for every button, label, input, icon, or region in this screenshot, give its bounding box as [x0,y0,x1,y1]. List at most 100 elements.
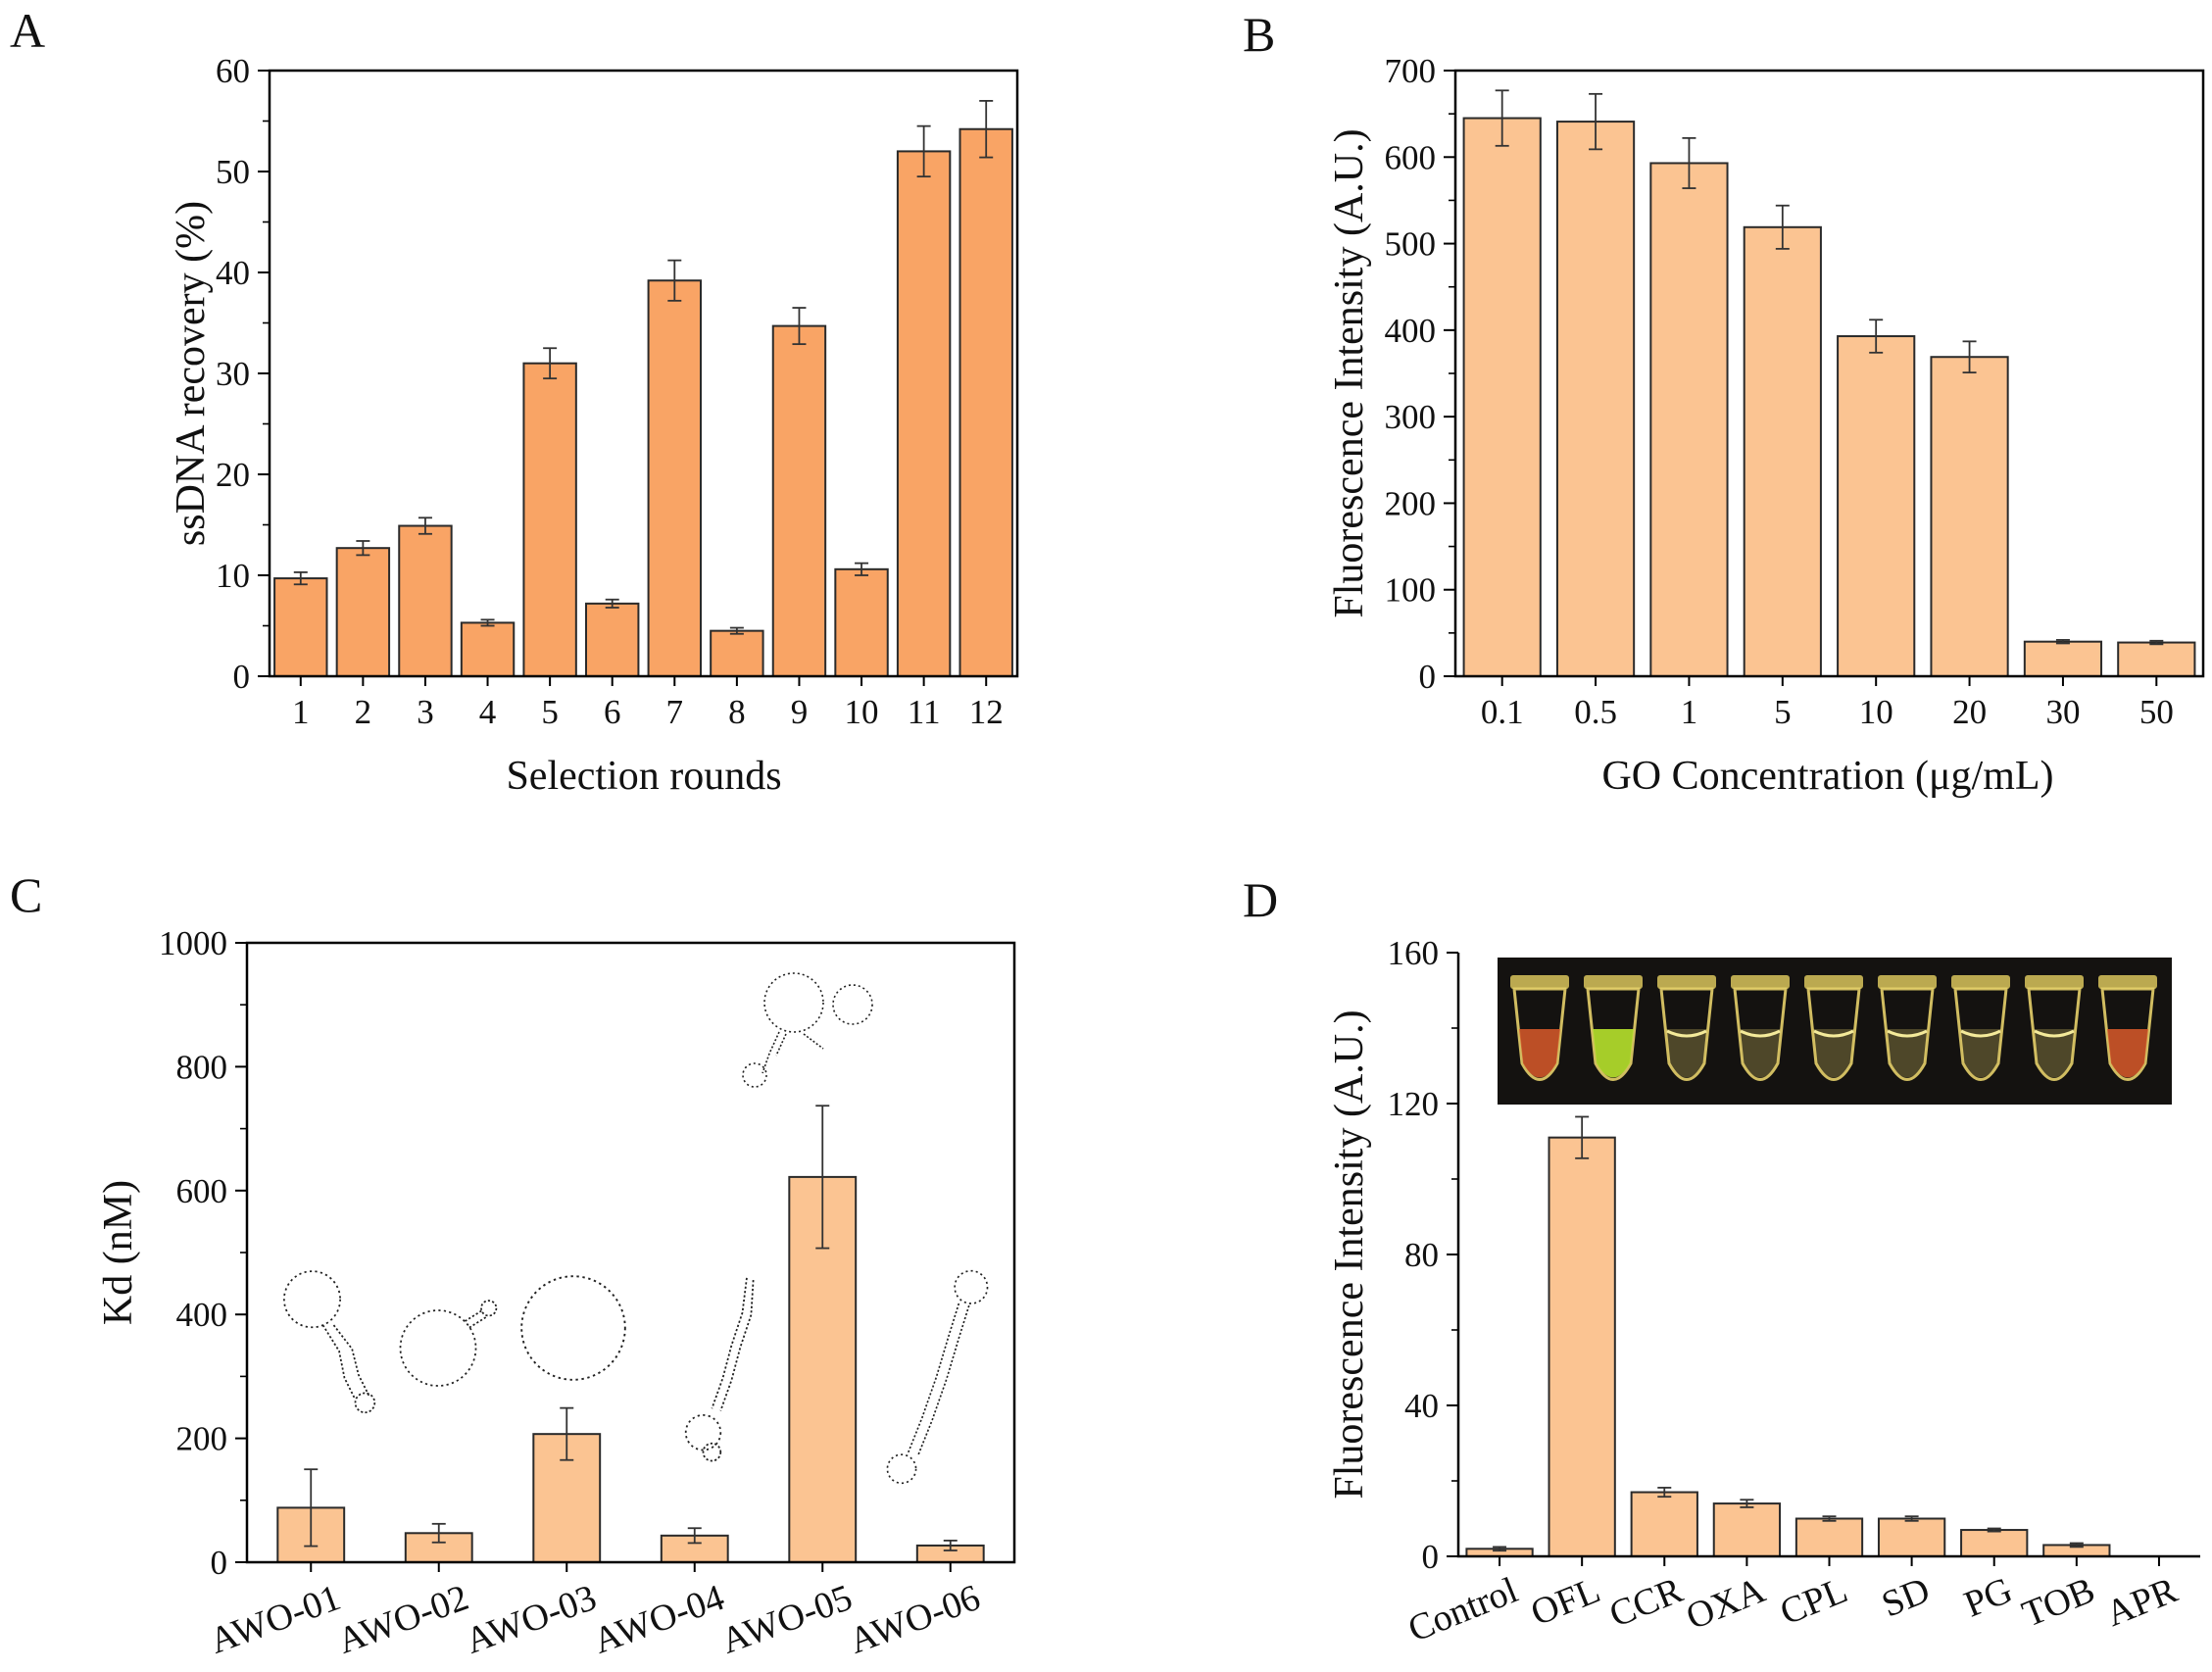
y-axis-title-d: Fluorescence Intensity (A.U.) [1327,1009,1372,1499]
bar-a-8 [710,629,764,678]
structure-sketch-awo-03 [520,1275,626,1381]
tube-7 [1951,975,2010,1081]
error-bar-a-5 [543,347,558,380]
category-label-d-5: SD [1876,1569,1936,1625]
ytick-label-d-2: 80 [1404,1236,1439,1274]
tube-6 [1878,975,1937,1081]
category-label-b-6: 30 [2045,693,2080,731]
error-bar-d-2 [1575,1115,1590,1159]
ytick-label-a-0: 0 [233,658,251,696]
category-label-c-4: AWO-05 [716,1577,858,1662]
category-label-d-0: Control [1402,1569,1523,1649]
error-bar-b-5 [1869,319,1884,354]
bar-a-9 [771,324,827,677]
error-bar-b-6 [1962,340,1977,374]
bar-d-5 [1794,1517,1864,1557]
category-label-a-4: 5 [541,693,559,731]
bar-d-7 [1960,1529,2029,1558]
bar-b-4 [1743,225,1822,677]
category-label-d-8: APR [2100,1569,2184,1635]
error-bar-b-4 [1775,204,1790,250]
bar-b-8 [2117,641,2196,677]
category-label-d-1: OFL [1525,1569,1605,1634]
ytick-label-b-0: 0 [1419,658,1437,696]
ytick-label-b-3: 300 [1385,398,1437,436]
ytick-label-b-6: 600 [1385,138,1437,176]
tube-2 [1584,975,1643,1081]
y-axis-title-b: Fluorescence Intensity (A.U.) [1327,128,1372,617]
bar-a-1 [273,577,328,678]
y-axis-title-c: Kd (nM) [96,1180,141,1325]
bar-d-4 [1712,1502,1782,1557]
ytick-label-a-2: 20 [216,456,250,494]
bar-a-12 [959,127,1013,678]
structure-sketch-awo-02 [399,1300,498,1387]
bar-d-6 [1877,1517,1946,1557]
error-bar-a-3 [418,516,432,535]
category-label-d-7: TOB [2017,1569,2101,1635]
structure-sketch-awo-04 [684,1276,755,1462]
bar-b-1 [1462,117,1542,678]
ytick-label-a-1: 10 [216,557,250,595]
error-bar-a-12 [979,100,994,159]
tube-1 [1510,975,1569,1081]
tube-8 [2025,975,2084,1081]
category-label-a-2: 3 [417,693,434,731]
category-label-b-7: 50 [2139,693,2174,731]
ytick-label-d-0: 0 [1422,1538,1440,1576]
ytick-label-c-0: 0 [211,1544,228,1582]
category-label-b-0: 0.1 [1481,693,1524,731]
error-bar-a-8 [729,626,744,635]
bar-a-7 [647,279,702,677]
y-axis-title-a: ssDNA recovery (%) [169,201,214,546]
structure-sketch-awo-05 [742,972,873,1088]
panel-label-a: A [10,3,45,58]
x-axis-title-b: GO Concentration (μg/mL) [1601,754,2053,799]
panel-label-c: C [10,867,42,922]
x-axis-title-a: Selection rounds [506,754,781,799]
category-label-a-7: 8 [728,693,746,731]
category-label-c-0: AWO-01 [205,1577,346,1662]
ytick-label-b-4: 400 [1385,312,1437,350]
tube-5 [1804,975,1863,1081]
error-bar-d-5 [1822,1515,1837,1522]
ytick-label-a-6: 60 [216,52,250,90]
ytick-label-c-5: 1000 [159,924,227,962]
error-bar-d-4 [1740,1499,1754,1508]
error-bar-c-1 [304,1468,319,1548]
bar-b-2 [1555,121,1636,678]
panel-label-b: B [1243,7,1275,62]
bar-d-2 [1548,1136,1616,1558]
bar-a-5 [522,362,577,677]
error-bar-a-1 [293,571,308,586]
ytick-label-a-3: 30 [216,355,250,393]
structure-sketch-awo-01 [283,1270,376,1414]
error-bar-d-7 [1987,1527,2001,1533]
error-bar-b-2 [1589,92,1603,151]
error-bar-a-9 [792,307,807,346]
category-label-a-0: 1 [292,693,310,731]
error-bar-b-7 [2055,639,2070,645]
chart-c-kd: 02004006008001000AWO-01AWO-02AWO-03AWO-0… [96,924,1016,1662]
bar-b-7 [2023,640,2103,678]
plot-frame-c [245,941,1016,1564]
category-label-a-8: 9 [791,693,809,731]
error-bar-a-10 [855,562,869,576]
tube-9 [2098,975,2157,1081]
error-bar-a-4 [480,618,495,627]
error-bar-d-3 [1657,1487,1672,1499]
error-bar-d-8 [2069,1542,2084,1549]
aptamer-structures [283,972,989,1485]
ytick-label-a-4: 40 [216,254,250,292]
bar-a-2 [335,547,391,677]
error-bar-b-1 [1495,89,1509,147]
ytick-label-b-5: 500 [1385,225,1437,264]
category-label-c-1: AWO-02 [332,1577,473,1662]
ytick-label-c-3: 600 [176,1172,228,1210]
bar-a-3 [398,524,453,678]
ytick-label-c-2: 400 [176,1296,228,1334]
category-label-c-2: AWO-03 [461,1577,602,1662]
category-label-b-3: 5 [1774,693,1792,731]
category-label-a-11: 12 [969,693,1004,731]
